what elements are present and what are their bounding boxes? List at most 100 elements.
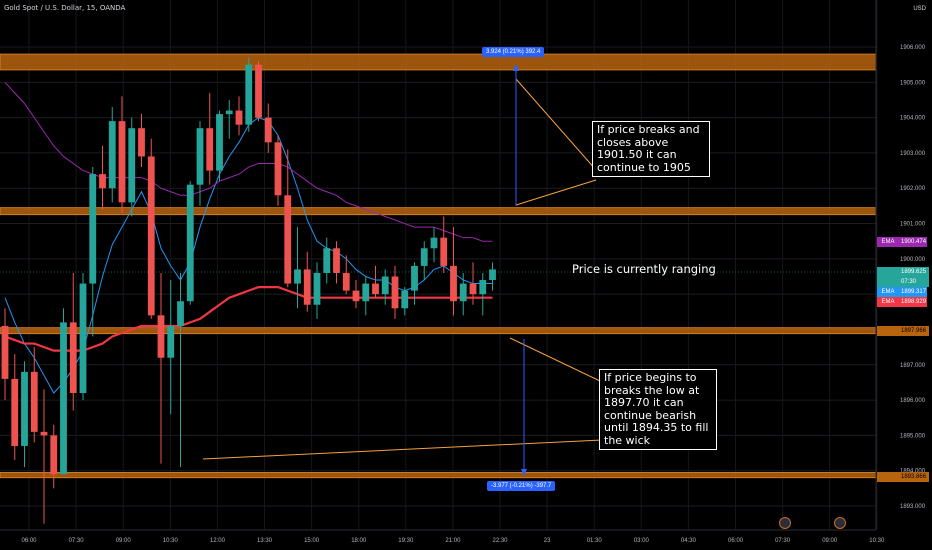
event-flag-icon[interactable] xyxy=(834,517,846,529)
x-tick-label: 09:00 xyxy=(116,538,132,544)
candle-body xyxy=(40,431,48,436)
candle-body xyxy=(79,283,87,394)
candle-body xyxy=(450,265,457,302)
candle-body xyxy=(128,128,136,203)
candle-body xyxy=(177,301,184,326)
candle-body xyxy=(50,435,58,475)
candle-body xyxy=(459,283,467,302)
candles-layer xyxy=(1,57,496,524)
candle-body xyxy=(206,128,214,171)
x-tick-label: 18:00 xyxy=(351,538,367,544)
x-tick-label: 06:00 xyxy=(21,538,37,544)
ema-tag-3: EMA 1898.929 xyxy=(877,297,929,307)
last-price-tag: 1899.625 07:30 xyxy=(877,267,929,287)
candle-body xyxy=(342,272,350,291)
candle-body xyxy=(420,248,428,266)
candle-body xyxy=(255,64,262,118)
candle-body xyxy=(313,272,321,305)
candle-body xyxy=(167,325,175,358)
x-tick-label: 09:00 xyxy=(822,538,838,544)
ranging-text[interactable]: Price is currently ranging xyxy=(572,262,716,276)
candle-body xyxy=(118,121,126,203)
candle-body xyxy=(430,237,438,249)
candle-body xyxy=(372,283,379,295)
y-tick-label: 1904.000 xyxy=(900,116,926,122)
candle-body xyxy=(99,174,106,189)
candle-body xyxy=(11,378,19,446)
ema-tag-3-name: EMA xyxy=(877,297,899,307)
candle-body xyxy=(1,325,9,379)
candle-body xyxy=(401,290,409,309)
candle-body xyxy=(89,174,97,284)
level-tag-mid-value: 1897.966 xyxy=(877,326,929,336)
candle-body xyxy=(294,269,301,284)
candle-body xyxy=(157,315,165,358)
lower-note[interactable]: If price begins to breaks the low at 189… xyxy=(599,369,717,450)
ema-tag-1-name: EMA xyxy=(877,237,899,247)
x-tick-label: 19:30 xyxy=(398,538,414,544)
y-tick-label: 1902.000 xyxy=(900,186,926,192)
candle-body xyxy=(284,195,292,284)
x-tick-label: 15:00 xyxy=(304,538,320,544)
upper-arrow-line-bottom xyxy=(515,179,597,206)
x-tick-label: 03:00 xyxy=(634,538,650,544)
candle-body xyxy=(138,128,145,157)
y-tick-label: 1896.000 xyxy=(900,398,926,404)
x-tick-label: 21:00 xyxy=(445,538,461,544)
ema-tag-2-name: EMA xyxy=(877,287,899,297)
y-tick-label: 1901.000 xyxy=(900,222,926,228)
upper-note[interactable]: If price breaks and closes above 1901.50… xyxy=(592,121,710,177)
candle-body xyxy=(469,283,477,295)
zone-band xyxy=(0,53,877,71)
event-flag-icon[interactable] xyxy=(779,517,791,529)
candle-body xyxy=(108,121,116,189)
candle-body xyxy=(147,156,155,316)
ema-line-3 xyxy=(4,81,493,242)
currency-label[interactable]: USD xyxy=(913,6,926,12)
candle-body xyxy=(264,117,272,143)
measure-down-label[interactable]: -3.977 (-0.21%) -397.7 xyxy=(487,481,556,491)
y-tick-label: 1895.000 xyxy=(900,433,926,439)
candle-body xyxy=(186,184,194,302)
countdown-value: 07:30 xyxy=(901,279,917,285)
measure-down-arrowhead xyxy=(521,469,527,476)
symbol-title[interactable]: Gold Spot / U.S. Dollar, 15, OANDA xyxy=(4,4,126,12)
ema-tag-2-value: 1899.317 xyxy=(899,287,927,297)
candle-body xyxy=(333,248,340,273)
candle-body xyxy=(479,280,487,295)
level-tag-low: 1893.866 xyxy=(877,472,929,482)
last-price-value: 1899.625 xyxy=(901,269,927,275)
candle-body xyxy=(30,371,38,432)
candle-body xyxy=(225,110,233,115)
level-tag-mid: 1897.966 xyxy=(877,326,929,336)
candle-body xyxy=(245,64,253,125)
candle-body xyxy=(235,110,243,125)
candle-body xyxy=(323,248,331,273)
lower-arrow-line-top xyxy=(509,337,603,383)
x-tick-label: 10:30 xyxy=(869,538,885,544)
x-tick-label: 07:30 xyxy=(69,538,85,544)
zone-band xyxy=(0,472,877,479)
y-tick-label: 1906.000 xyxy=(900,45,926,51)
lower-arrow-line-bottom xyxy=(202,439,603,460)
measure-up-label[interactable]: 3.924 (0.21%) 392.4 xyxy=(482,47,545,57)
ema-tag-1-value: 1900.474 xyxy=(899,237,927,247)
x-tick-label: 22:30 xyxy=(492,538,508,544)
level-tag-low-value: 1893.866 xyxy=(877,472,929,482)
candle-body xyxy=(411,265,418,291)
candle-body xyxy=(216,114,223,171)
x-tick-label: 13:30 xyxy=(257,538,273,544)
candle-body xyxy=(362,283,370,302)
drawings-layer xyxy=(0,64,876,476)
y-tick-label: 1905.000 xyxy=(900,80,926,86)
x-tick-label: 04:30 xyxy=(681,538,697,544)
candle-body xyxy=(69,322,77,394)
y-tick-label: 1900.000 xyxy=(900,257,926,263)
candle-body xyxy=(440,237,448,266)
y-tick-label: 1893.000 xyxy=(900,504,926,510)
ema-tag-1: EMA 1900.474 xyxy=(877,237,929,247)
x-tick-label: 10:30 xyxy=(163,538,179,544)
candle-body xyxy=(391,276,399,309)
candle-body xyxy=(196,128,204,185)
